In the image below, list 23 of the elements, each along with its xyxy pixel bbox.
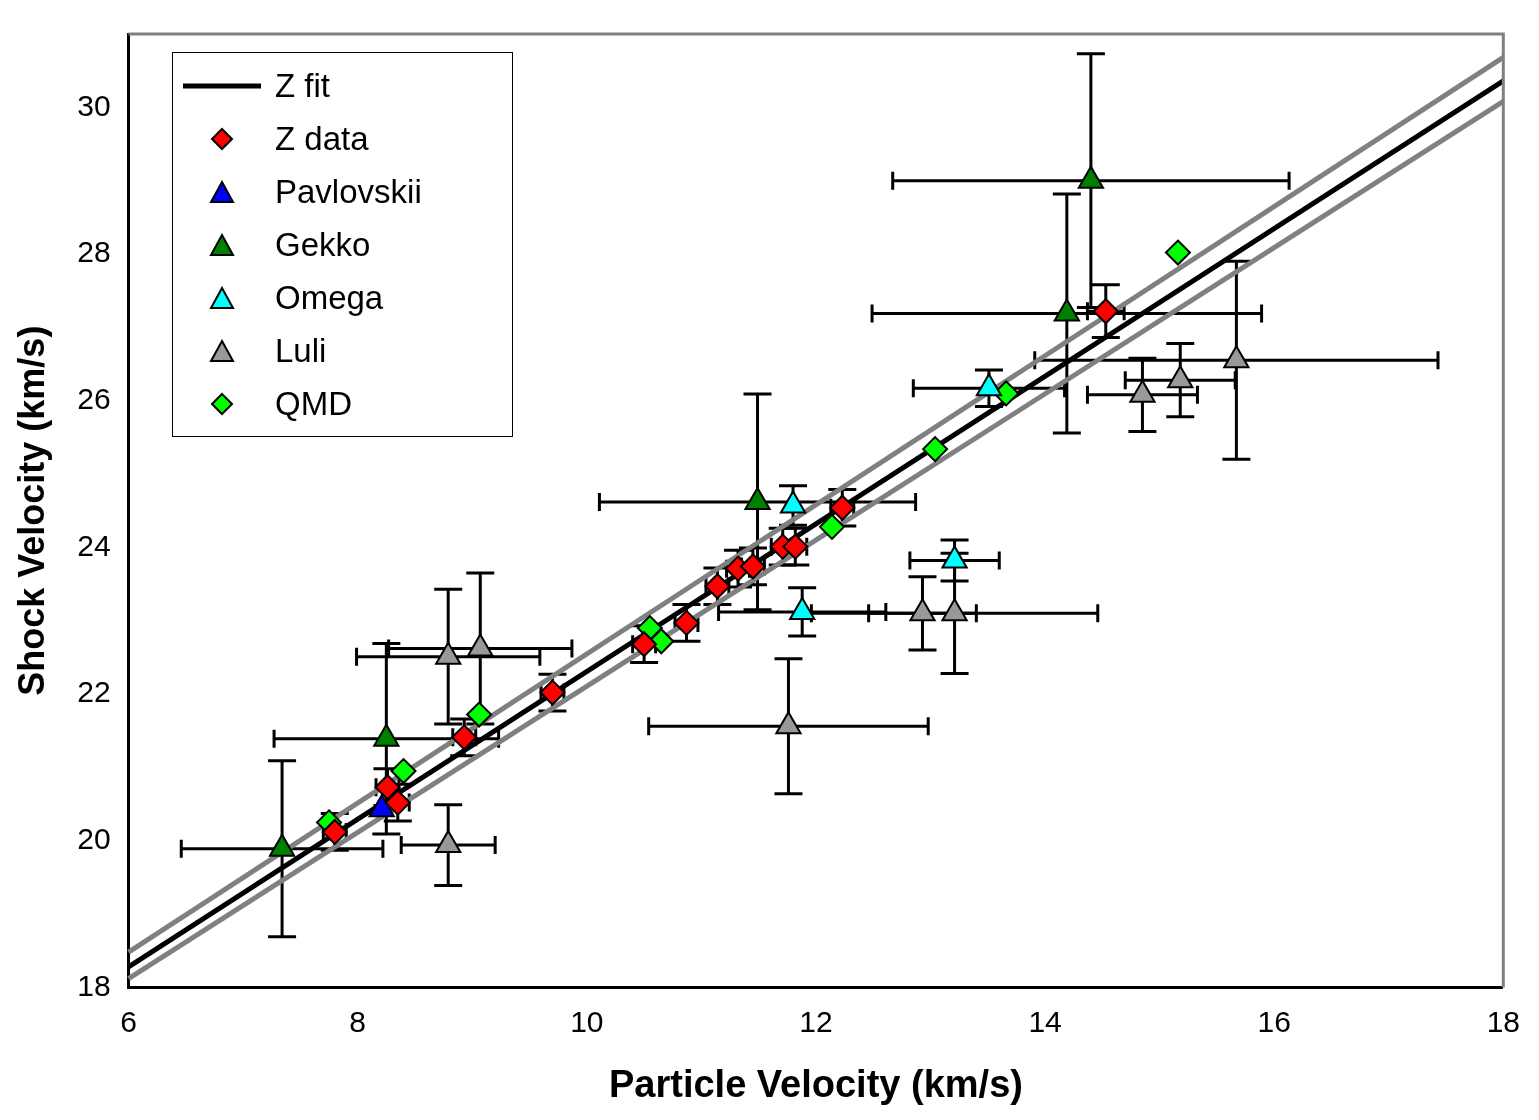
y-tick-label: 26 bbox=[77, 381, 111, 415]
legend-label: Luli bbox=[275, 331, 328, 370]
y-axis-title: Shock Velocity (km/s) bbox=[10, 325, 52, 696]
legend-label: Gekko bbox=[275, 225, 372, 264]
legend-label: Pavlovskii bbox=[275, 172, 423, 211]
x-tick-label: 8 bbox=[349, 1004, 367, 1038]
x-tick-label: 12 bbox=[799, 1004, 833, 1038]
x-tick-label: 10 bbox=[570, 1004, 604, 1038]
y-tick-label: 28 bbox=[77, 235, 111, 269]
y-tick-label: 20 bbox=[77, 821, 111, 855]
x-tick-label: 14 bbox=[1028, 1004, 1062, 1038]
legend-label: Z fit bbox=[275, 66, 331, 105]
y-tick-label: 18 bbox=[77, 968, 111, 1002]
legend-label: Z data bbox=[275, 119, 370, 158]
x-tick-label: 18 bbox=[1486, 1004, 1520, 1038]
y-tick-label: 22 bbox=[77, 675, 111, 709]
x-tick-label: 16 bbox=[1257, 1004, 1291, 1038]
x-axis-title: Particle Velocity (km/s) bbox=[608, 1062, 1023, 1105]
x-tick-label: 6 bbox=[120, 1004, 137, 1038]
y-tick-label: 24 bbox=[77, 528, 111, 562]
legend-label: QMD bbox=[275, 384, 353, 423]
legend-label: Omega bbox=[275, 278, 385, 317]
y-tick-label: 30 bbox=[77, 88, 111, 122]
